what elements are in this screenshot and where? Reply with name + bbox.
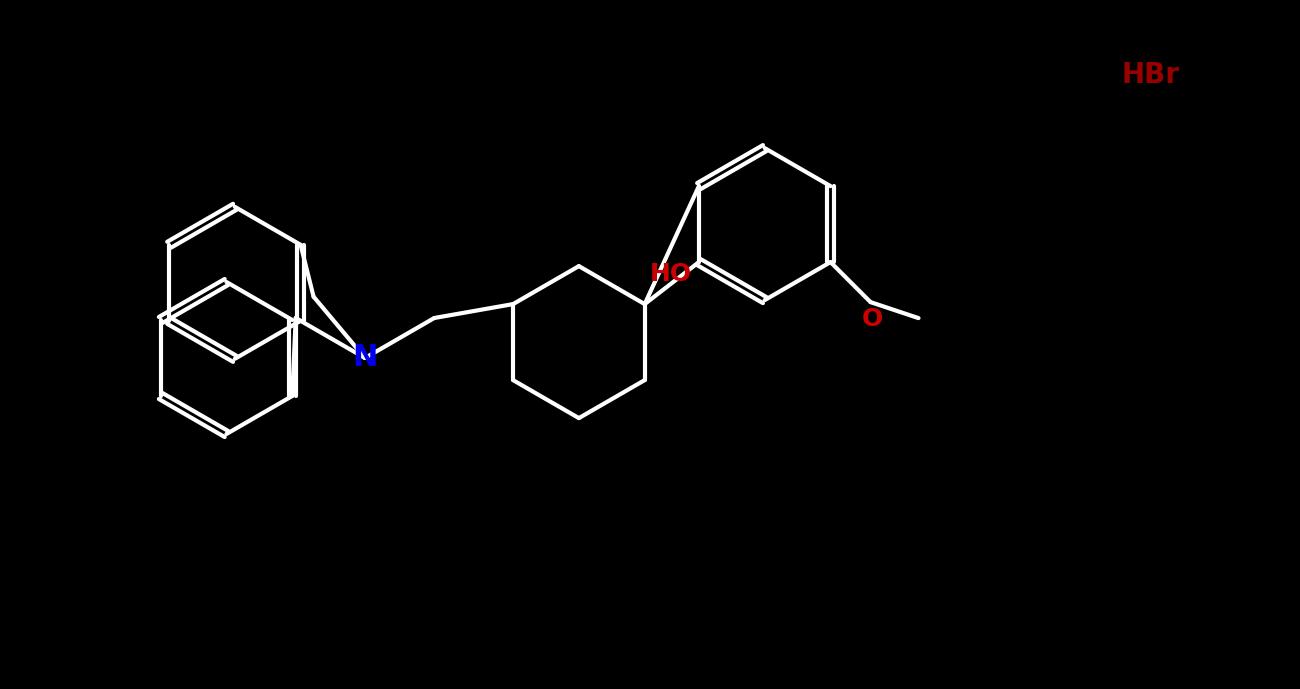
Text: O: O bbox=[862, 307, 883, 331]
Text: HO: HO bbox=[650, 262, 692, 286]
Text: HBr: HBr bbox=[1121, 61, 1179, 89]
Text: N: N bbox=[352, 344, 378, 373]
